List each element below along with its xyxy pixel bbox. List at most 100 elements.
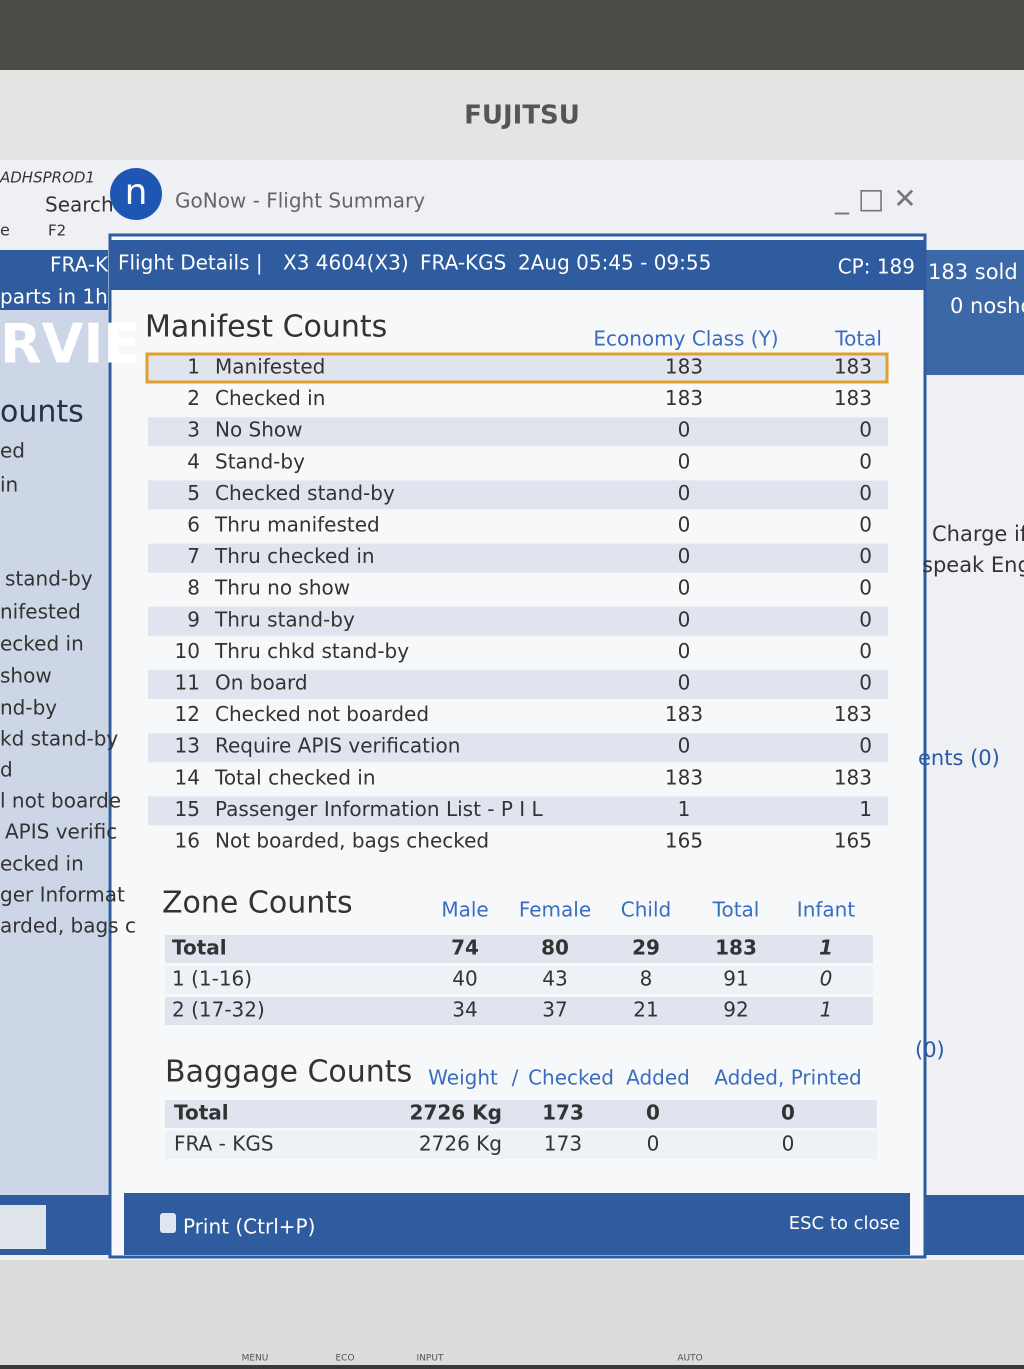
total-value: 0 xyxy=(859,544,872,568)
left-panel-text: ounts xyxy=(0,395,84,430)
row-shade xyxy=(165,1100,877,1128)
row-shade xyxy=(148,733,888,763)
baggage-value: 173 xyxy=(544,1132,582,1156)
column-header: Added xyxy=(626,1066,690,1090)
economy-value: 0 xyxy=(678,639,691,663)
left-panel-text: APIS verific xyxy=(5,820,117,844)
column-header: Total xyxy=(712,898,760,922)
brand: FUJITSU xyxy=(464,101,580,131)
row-shade xyxy=(148,354,888,383)
left-panel-text: show xyxy=(0,664,52,688)
row-shade xyxy=(148,670,888,699)
row-shade xyxy=(165,935,873,963)
total-value: 0 xyxy=(859,481,872,505)
total-value: 0 xyxy=(859,734,872,758)
zone-value: 74 xyxy=(451,936,479,960)
baggage-value: 0 xyxy=(781,1101,795,1125)
row-number: 15 xyxy=(175,797,200,821)
left-panel-text: ecked in xyxy=(0,632,84,656)
bezel-top xyxy=(0,70,1024,165)
section-title: Zone Counts xyxy=(162,886,353,921)
row-label: Checked not boarded xyxy=(215,702,429,726)
section-title: Manifest Counts xyxy=(145,310,387,345)
left-panel xyxy=(0,250,108,1210)
baggage-label: Total xyxy=(174,1101,229,1125)
header-label: Flight Details | xyxy=(118,251,263,275)
column-header: Total xyxy=(834,327,882,351)
left-panel-text: arded, bags c xyxy=(0,914,136,938)
right-panel-header xyxy=(925,250,1024,375)
date-time: 2Aug 05:45 - 09:55 xyxy=(518,251,711,275)
zone-value: 8 xyxy=(640,967,653,991)
row-shade xyxy=(148,543,888,573)
print-icon xyxy=(160,1213,176,1233)
economy-value: 0 xyxy=(678,481,691,505)
row-shade xyxy=(148,796,888,826)
row-number: 16 xyxy=(175,829,200,853)
left-panel-text: nd-by xyxy=(0,696,57,720)
baggage-label: FRA - KGS xyxy=(174,1132,274,1156)
print-button[interactable]: Print (Ctrl+P) xyxy=(183,1215,315,1239)
row-label: Thru chkd stand-by xyxy=(214,639,409,663)
baggage-value: 173 xyxy=(542,1101,584,1125)
zone-value: 37 xyxy=(542,998,567,1022)
monitor-button: MENU xyxy=(242,1354,269,1364)
left-panel-text: FRA-K xyxy=(50,253,109,277)
left-panel-header xyxy=(0,250,108,310)
close-hint: ESC to close xyxy=(789,1213,900,1234)
zone-value: 43 xyxy=(542,967,567,991)
right-panel-text: ents (0) xyxy=(918,746,1000,770)
total-value: 183 xyxy=(834,355,872,379)
baggage-value: 0 xyxy=(646,1101,660,1125)
baggage-weight: 2726 Kg xyxy=(410,1101,502,1125)
top-left-text: F2 xyxy=(48,222,66,240)
zone-value: 29 xyxy=(632,936,660,960)
monitor-button: INPUT xyxy=(417,1354,444,1364)
row-number: 6 xyxy=(187,513,200,537)
economy-value: 0 xyxy=(678,607,691,631)
row-label: Total checked in xyxy=(214,765,376,789)
row-number: 3 xyxy=(187,418,200,442)
row-number: 11 xyxy=(175,671,200,695)
right-panel-text: (0) xyxy=(915,1038,945,1062)
economy-value: 183 xyxy=(665,386,703,410)
total-value: 0 xyxy=(859,513,872,537)
row-label: Manifested xyxy=(215,355,325,379)
left-panel-text: d xyxy=(0,758,13,782)
economy-value: 183 xyxy=(665,355,703,379)
total-value: 0 xyxy=(859,449,872,473)
economy-value: 0 xyxy=(678,576,691,600)
top-left-text: ADHSPROD1 xyxy=(0,169,95,187)
row-number: 8 xyxy=(187,576,200,600)
zone-value: 1 xyxy=(820,998,833,1022)
row-number: 14 xyxy=(175,765,200,789)
row-label: Thru checked in xyxy=(214,544,375,568)
economy-value: 0 xyxy=(678,418,691,442)
total-value: 183 xyxy=(834,386,872,410)
column-header: Infant xyxy=(797,898,856,922)
zone-value: 1 xyxy=(819,936,833,960)
window-controls[interactable]: _ □ ✕ xyxy=(834,182,917,215)
economy-value: 183 xyxy=(665,765,703,789)
right-panel-text: Charge if xyxy=(932,522,1024,546)
monitor-button: AUTO xyxy=(677,1354,702,1364)
zone-label: Total xyxy=(172,936,227,960)
zone-value: 34 xyxy=(452,998,477,1022)
column-header: Male xyxy=(441,898,488,922)
row-number: 1 xyxy=(187,355,200,379)
column-header: Added, Printed xyxy=(714,1066,861,1090)
right-panel-text: speak Engli xyxy=(922,553,1024,577)
row-number: 12 xyxy=(175,702,200,726)
left-panel-text: l not boarde xyxy=(0,789,121,813)
row-shade xyxy=(165,997,873,1025)
top-left-text: e xyxy=(0,221,10,240)
right-panel-text: 183 sold xyxy=(928,260,1018,284)
row-label: Thru stand-by xyxy=(214,607,355,631)
zone-value: 21 xyxy=(633,998,658,1022)
column-header: Economy Class (Y) xyxy=(593,327,778,351)
cp: CP: 189 xyxy=(838,255,915,279)
column-header: / xyxy=(512,1066,519,1090)
left-panel-text: nifested xyxy=(0,600,81,624)
left-panel-text: ed xyxy=(0,439,25,463)
economy-value: 0 xyxy=(678,513,691,537)
